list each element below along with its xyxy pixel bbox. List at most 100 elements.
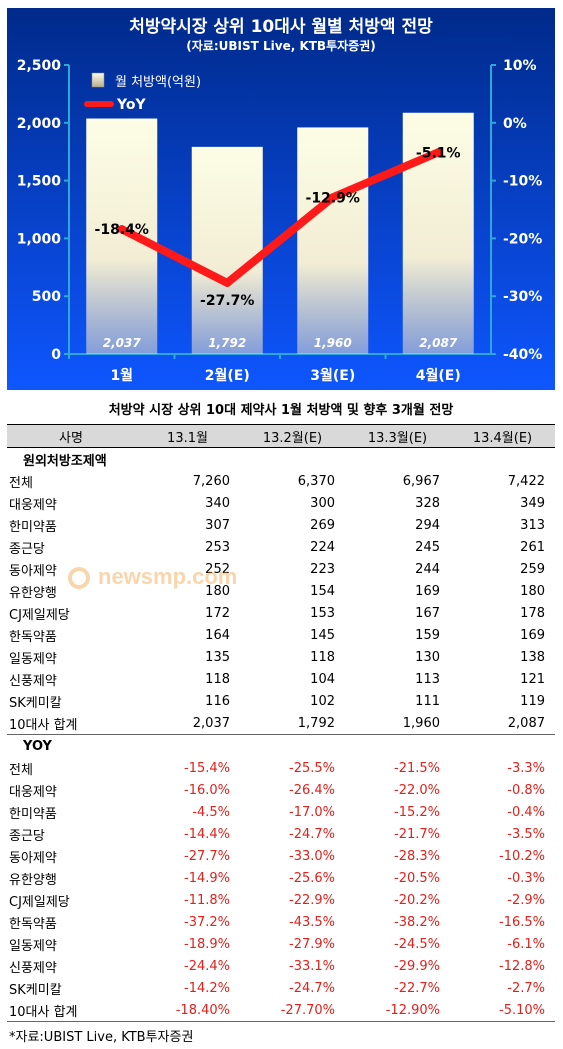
category-axis: 1월 2월(E) 3월(E) 4월(E) [68,354,461,384]
table-header-cell: 13.3월(E) [345,424,450,448]
value-cell: 164 [205,627,230,643]
value-cell: -17.0% [289,804,335,820]
section-label: YOY [23,738,52,754]
table-row: SK케미칼 -14.2% -24.7% -22.7% -2.7% [7,977,555,999]
left-tick-label: 2,000 [17,116,62,132]
company-name-cell: SK케미칼 [9,695,62,711]
value-cell: 159 [415,627,440,643]
legend-line-label: YoY [116,97,146,113]
value-cell: 153 [310,605,335,621]
value-cell: -4.5% [192,804,230,820]
value-cell: -15.2% [394,804,440,820]
prescription-table: 사명 13.1월 13.2월(E) 13.3월(E) 13.4월(E) 원외처방조제액 전… [7,424,555,1022]
company-name-cell: SK케미칼 [9,982,62,998]
value-cell: 244 [415,561,440,577]
value-cell: 259 [520,561,545,577]
table-row: 종근당 -14.4% -24.7% -21.7% -3.5% [7,823,555,845]
category-label: 2월(E) [205,367,250,384]
right-tick-label: 10% [503,58,537,74]
value-cell: -16.0% [184,782,230,798]
yoy-point [223,278,232,287]
value-cell: -6.1% [507,936,545,952]
table-row: SK케미칼 116 102 111 119 [7,690,555,712]
table-row: 한미약품 -4.5% -17.0% -15.2% -0.4% [7,801,555,823]
value-cell: 6,370 [297,473,335,489]
table-row: 전체 7,260 6,370 6,967 7,422 [7,470,555,492]
table-row: 한독약품 -37.2% -43.5% -38.2% -16.5% [7,911,555,933]
value-cell: -5.10% [450,999,555,1022]
value-cell: 245 [415,539,440,555]
section-header-row: YOY [7,735,555,758]
value-cell: 154 [310,583,335,599]
value-cell: 349 [520,495,545,511]
bar-data-label: 1,792 [208,336,246,350]
category-label: 3월(E) [310,367,355,384]
bar-data-label: 2,087 [419,336,458,350]
value-cell: -33.1% [289,958,335,974]
company-name-cell: 유한양행 [9,585,57,601]
chart-panel: 처방약시장 상위 10대사 월별 처방액 전망 (자료:UBIST Live, … [7,8,555,390]
bar [86,118,158,354]
category-label: 1월 [110,367,133,384]
company-name-cell: 전체 [9,475,33,491]
source-note: *자료:UBIST Live, KTB투자증권 [9,1030,194,1045]
value-cell: -24.5% [394,936,440,952]
value-cell: -14.4% [184,826,230,842]
value-cell: 252 [205,561,230,577]
legend-bar-label: 월 처방액(억원) [115,75,201,90]
value-cell: 328 [415,495,440,511]
chart-svg: 처방약시장 상위 10대사 월별 처방액 전망 (자료:UBIST Live, … [7,8,555,390]
value-cell: 102 [310,693,335,709]
company-name-cell: 종근당 [9,828,45,844]
watermark: newsmp.com [68,564,268,594]
value-cell: -12.90% [345,999,450,1022]
value-cell: -28.3% [394,848,440,864]
table-row: 한미약품 307 269 294 313 [7,514,555,536]
category-label: 4월(E) [416,367,461,384]
bar-data-labels: 2,037 1,792 1,960 2,087 [103,336,458,350]
value-cell: -14.9% [184,870,230,886]
value-cell: -21.7% [394,826,440,842]
value-cell: 118 [310,649,335,665]
value-cell: 2,087 [450,712,555,735]
bar [297,127,369,354]
value-cell: 104 [310,671,335,687]
company-name-cell: 10대사 합계 [7,712,135,735]
table-row: 10대사 합계 2,037 1,792 1,960 2,087 [7,712,555,735]
table-row: 동아제약 -27.7% -33.0% -28.3% -10.2% [7,845,555,867]
value-cell: 253 [205,539,230,555]
value-cell: 118 [205,671,230,687]
value-cell: 180 [205,583,230,599]
value-cell: 1,960 [345,712,450,735]
value-cell: -12.8% [499,958,545,974]
value-cell: 178 [520,605,545,621]
value-cell: 145 [310,627,335,643]
value-cell: 138 [520,649,545,665]
value-cell: -26.4% [289,782,335,798]
value-cell: -33.0% [289,848,335,864]
value-cell: 116 [205,693,230,709]
table-row: 대웅제약 -16.0% -26.4% -22.0% -0.8% [7,779,555,801]
right-axis: -40% -30% -20% -10% 0% 10% [490,58,542,363]
company-name-cell: 신풍제약 [9,673,57,689]
company-name-cell: 일동제약 [9,651,57,667]
company-name-cell: 대웅제약 [9,497,57,513]
value-cell: 269 [310,517,335,533]
company-name-cell: 유한양행 [9,872,57,888]
table-row: CJ제일제당 -11.8% -22.9% -20.2% -2.9% [7,889,555,911]
value-cell: -21.5% [394,760,440,776]
table-title: 처방약 시장 상위 10대 제약사 1월 처방액 및 향후 3개월 전망 [108,403,454,418]
value-cell: -14.2% [184,980,230,996]
value-cell: -18.40% [135,999,240,1022]
value-cell: 167 [415,605,440,621]
value-cell: 300 [310,495,335,511]
company-name-cell: 대웅제약 [9,784,57,800]
right-tick-label: -30% [503,289,542,305]
table-row: 대웅제약 340 300 328 349 [7,492,555,514]
value-cell: -0.4% [507,804,545,820]
company-name-cell: 동아제약 [9,850,57,866]
value-cell: -2.7% [507,980,545,996]
company-name-cell: 신풍제약 [9,960,57,976]
table-row: 유한양행 -14.9% -25.6% -20.5% -0.3% [7,867,555,889]
watermark-logo-icon [68,567,90,589]
